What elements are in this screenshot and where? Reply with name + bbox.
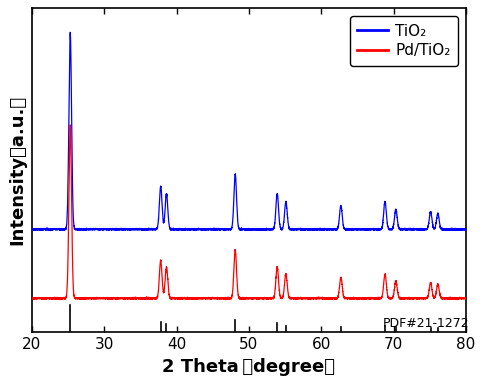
Legend: TiO₂, Pd/TiO₂: TiO₂, Pd/TiO₂ [349, 16, 458, 66]
Y-axis label: Intensity（a.u.）: Intensity（a.u.） [8, 95, 26, 245]
Text: PDF#21-1272: PDF#21-1272 [383, 317, 469, 330]
X-axis label: 2 Theta （degree）: 2 Theta （degree） [163, 358, 335, 376]
